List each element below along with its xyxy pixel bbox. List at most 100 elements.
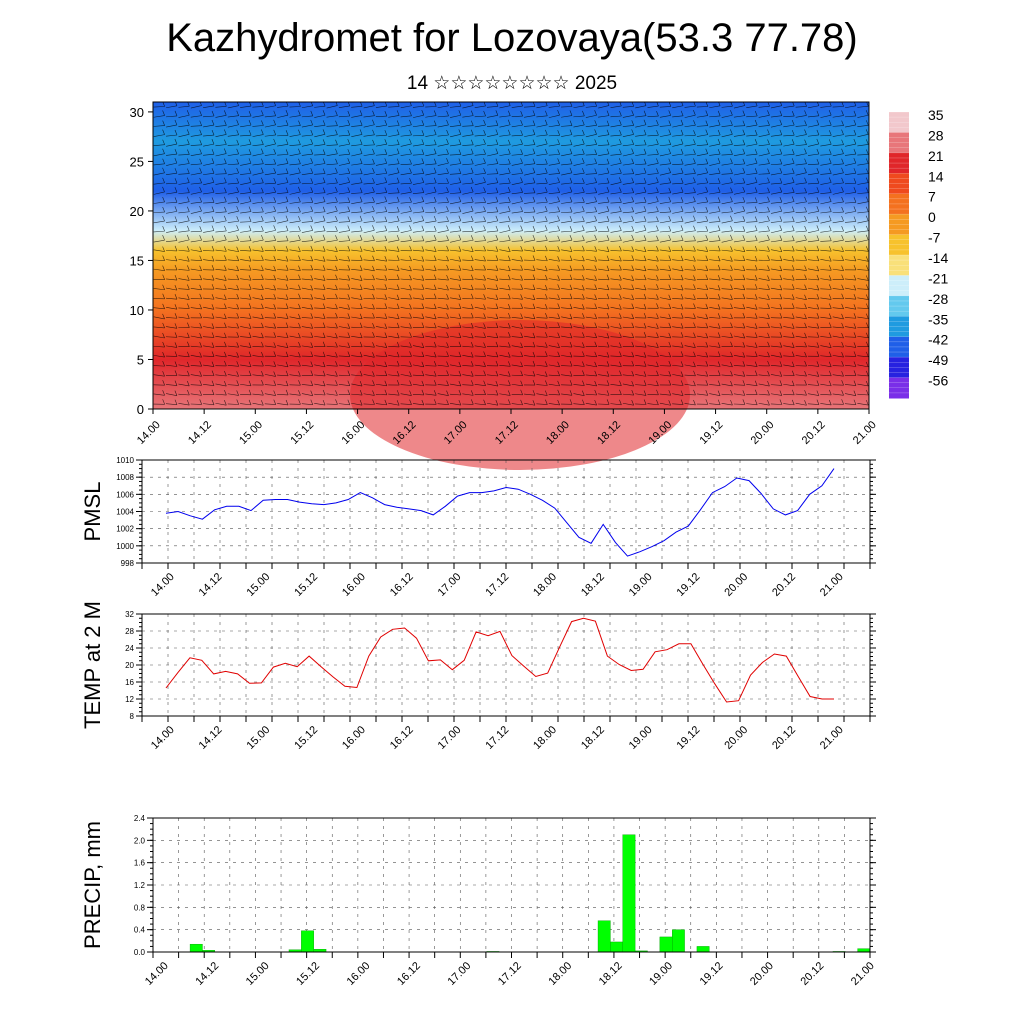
wind-barb-flag — [273, 342, 277, 348]
wind-barb — [758, 374, 770, 377]
wind-barb-flag — [680, 197, 684, 203]
wind-barb — [449, 269, 461, 271]
wind-barb-flag — [520, 206, 523, 212]
wind-barb-flag — [779, 274, 783, 280]
wind-barb — [215, 106, 227, 108]
wind-barb — [338, 355, 350, 357]
precip-bar — [610, 941, 623, 953]
wind-barb-flag — [507, 129, 511, 135]
wind-barb — [375, 364, 387, 367]
wind-barb-flag — [285, 313, 289, 319]
wind-barb-flag — [507, 148, 511, 155]
wind-barb-flag — [372, 158, 375, 165]
wind-barb — [351, 297, 363, 300]
wind-barb-flag — [433, 215, 437, 222]
wind-barb — [499, 259, 511, 262]
wind-barb — [635, 201, 647, 204]
x-tick-label: 16.12 — [388, 724, 416, 752]
wind-barb-flag — [199, 312, 202, 319]
wind-barb-flag — [199, 205, 202, 212]
wind-barb-flag — [557, 246, 560, 252]
wind-barb — [277, 124, 289, 128]
wind-barb — [166, 336, 178, 338]
wind-barb-flag — [828, 256, 832, 262]
wind-barb-flag — [236, 102, 239, 106]
wind-barb-flag — [656, 130, 659, 136]
wind-barb — [832, 211, 844, 213]
wind-barb — [696, 239, 708, 243]
wind-barb-flag — [656, 303, 659, 309]
wind-barb — [746, 336, 758, 338]
x-tick-label: 14.12 — [193, 960, 221, 988]
wind-barb-flag — [261, 234, 264, 241]
wind-barb-flag — [767, 380, 770, 387]
wind-barb — [820, 288, 832, 290]
wind-barb — [425, 268, 437, 271]
precip-chart: 0.00.40.81.21.62.02.414.00 14.12 15.00 15.1… — [80, 814, 877, 988]
wind-barb-flag — [310, 129, 314, 136]
wind-barb — [227, 134, 239, 137]
wind-barb — [783, 221, 795, 223]
wind-barb-flag — [643, 284, 647, 291]
wind-barb-flag — [507, 265, 511, 271]
wind-barb-flag — [396, 139, 400, 145]
wind-barb-flag — [619, 332, 622, 338]
wind-barb-flag — [347, 102, 351, 107]
wind-barb — [264, 182, 276, 185]
wind-barb — [721, 154, 733, 156]
wind-barb-flag — [347, 245, 351, 252]
wind-barb-flag — [569, 332, 573, 339]
wind-barb-flag — [211, 225, 215, 231]
wind-barb — [758, 335, 770, 339]
wind-barb — [314, 125, 326, 127]
wind-barb — [585, 355, 597, 358]
wind-barb — [252, 125, 264, 127]
wind-barb — [449, 297, 461, 300]
wind-barb-flag — [853, 197, 857, 203]
wind-barb-flag — [322, 256, 326, 262]
wind-barb — [770, 326, 782, 329]
wind-barb — [400, 201, 412, 204]
wind-barb — [561, 172, 572, 176]
wind-barb — [326, 220, 338, 223]
wind-barb-flag — [347, 119, 351, 126]
wind-barb-flag — [359, 110, 363, 116]
wind-barb — [314, 364, 326, 368]
wind-barb-flag — [853, 216, 857, 222]
wind-barb-flag — [557, 139, 560, 145]
wind-barb — [277, 114, 289, 118]
wind-barb-flag — [705, 284, 709, 290]
wind-barb-flag — [261, 225, 264, 232]
wind-barb — [770, 153, 782, 156]
wind-barb — [684, 173, 696, 175]
wind-barb — [474, 172, 486, 175]
wind-barb-flag — [199, 342, 202, 348]
wind-barb — [264, 191, 276, 195]
wind-barb-flag — [545, 274, 548, 281]
wind-barb — [240, 143, 252, 147]
wind-barb-flag — [248, 110, 252, 117]
wind-barb-flag — [841, 284, 844, 290]
wind-barb-flag — [668, 158, 672, 164]
wind-barb — [536, 326, 548, 329]
wind-barb — [659, 125, 671, 127]
wind-barb — [499, 105, 511, 109]
wind-barb-flag — [248, 245, 252, 252]
wind-barb — [770, 374, 782, 377]
wind-barb — [845, 124, 856, 128]
wind-barb — [857, 192, 869, 194]
wind-barb-flag — [310, 370, 314, 376]
wind-barb — [178, 249, 190, 252]
wind-barb-flag — [224, 303, 227, 309]
wind-barb — [635, 384, 647, 386]
wind-barb — [400, 287, 412, 291]
wind-barb — [449, 125, 461, 127]
wind-barb-flag — [582, 245, 585, 252]
wind-barb-flag — [507, 246, 511, 252]
wind-barb — [153, 211, 165, 213]
wind-barb — [338, 306, 350, 310]
wind-barb-flag — [199, 322, 202, 329]
wind-barb — [511, 355, 523, 357]
wind-barb-flag — [631, 313, 634, 319]
wind-barb-flag — [248, 187, 252, 193]
